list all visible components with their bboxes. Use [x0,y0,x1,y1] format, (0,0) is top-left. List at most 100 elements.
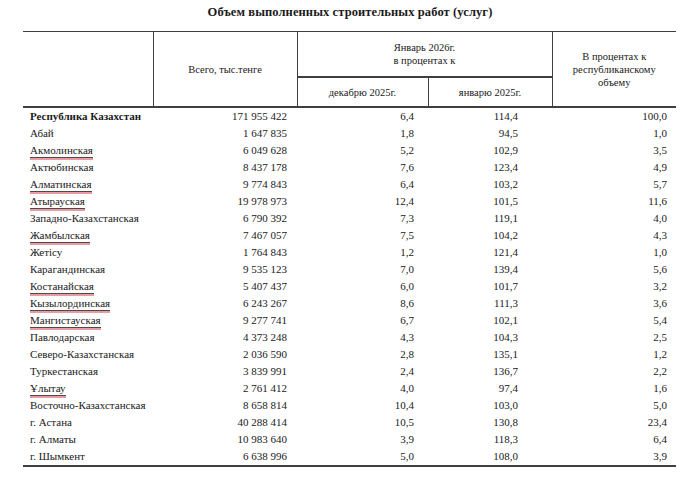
pct-to-january-value: 130,8 [428,414,552,431]
total-value: 9 774 843 [153,176,297,193]
total-value: 6 243 267 [153,295,297,312]
construction-volume-table: Всего, тыс.тенге Январь 2026г. в процент… [23,31,676,467]
region-name: Ұлытау [23,380,153,397]
table-row: Кызылординская 6 243 2678,6111,33,6 [23,295,676,312]
table-row: Мангистауская9 277 7416,7102,15,4 [23,312,676,329]
table-row: Костанайская5 407 4376,0101,73,2 [23,278,676,295]
pct-to-january-value: 121,4 [428,244,552,261]
region-column-header [23,32,153,108]
region-label: г. Шымкент [30,450,85,462]
table-row: Атырауская19 978 97312,4101,511,6 [23,193,676,210]
percent-group-header: Январь 2026г. в процентах к [297,32,552,78]
total-value: 9 277 741 [153,312,297,329]
region-name: Алматинская [23,176,153,193]
region-link[interactable]: Ұлытау [30,382,66,396]
pct-to-january-value: 119,1 [428,210,552,227]
region-link[interactable]: Атырауская [30,195,85,209]
table-row: Карагандинская9 535 1237,0139,45,6 [23,261,676,278]
table-row: Акмолинская6 049 6285,2102,93,5 [23,142,676,159]
region-label: Западно-Казахстанская [30,212,139,224]
region-name: Павлодарская [23,329,153,346]
share-value: 3,5 [552,142,676,159]
share-column-header: В процентах к республиканскому объему [552,32,676,108]
region-name: Абай [23,125,153,142]
share-value: 2,5 [552,329,676,346]
total-value: 19 978 973 [153,193,297,210]
pct-to-december-value: 4,3 [297,329,428,346]
pct-to-january-value: 136,7 [428,363,552,380]
table-row: Ұлытау2 761 4124,097,41,6 [23,380,676,397]
table-body: Республика Казахстан171 955 4226,4114,41… [23,107,676,466]
pct-to-january-value: 118,3 [428,431,552,448]
table-header: Всего, тыс.тенге Январь 2026г. в процент… [23,32,676,108]
region-name: г. Шымкент [23,448,153,466]
pct-to-january-value: 102,1 [428,312,552,329]
pct-to-january-value: 104,2 [428,227,552,244]
region-label: Абай [30,127,54,139]
share-value: 1,0 [552,244,676,261]
region-name: Республика Казахстан [23,107,153,125]
region-name: Жамбылская [23,227,153,244]
table-row: Жамбылская7 467 0577,5104,24,3 [23,227,676,244]
table-row: Жетісу1 764 8431,2121,41,0 [23,244,676,261]
total-value: 40 288 414 [153,414,297,431]
region-label: Республика Казахстан [30,110,141,122]
pct-to-january-value: 123,4 [428,159,552,176]
region-link[interactable]: Костанайская [30,280,94,294]
pct-to-january-value: 108,0 [428,448,552,466]
region-name: Восточно-Казахстанская [23,397,153,414]
region-name: Кызылординская [23,295,153,312]
pct-to-january-value: 111,3 [428,295,552,312]
pct-to-december-value: 5,0 [297,448,428,466]
pct-to-december-value: 1,8 [297,125,428,142]
share-value: 3,2 [552,278,676,295]
share-value: 3,6 [552,295,676,312]
share-value: 5,0 [552,397,676,414]
pct-to-december-value: 2,4 [297,363,428,380]
share-value: 4,9 [552,159,676,176]
pct-to-december-value: 12,4 [297,193,428,210]
pct-to-december-value: 8,6 [297,295,428,312]
region-link[interactable]: Кызылординская [30,297,110,311]
total-value: 1 764 843 [153,244,297,261]
statistics-report-page: Объем выполненных строительных работ (ус… [0,0,700,486]
total-value: 6 049 628 [153,142,297,159]
pct-to-december-value: 10,5 [297,414,428,431]
table-row: Абай1 647 8351,894,51,0 [23,125,676,142]
region-link[interactable]: Алматинская [30,178,92,192]
total-value: 4 373 248 [153,329,297,346]
pct-to-december-value: 7,5 [297,227,428,244]
region-link[interactable]: Мангистауская [30,314,101,328]
table-row: г. Шымкент6 638 9965,0108,03,9 [23,448,676,466]
pct-to-january-value: 102,9 [428,142,552,159]
pct-to-december-value: 6,4 [297,176,428,193]
region-name: Мангистауская [23,312,153,329]
total-column-header: Всего, тыс.тенге [153,32,297,108]
table-row: Западно-Казахстанская6 790 3927,3119,14,… [23,210,676,227]
pct-to-january-value: 114,4 [428,107,552,125]
pct-to-january-value: 135,1 [428,346,552,363]
region-name: Атырауская [23,193,153,210]
region-name: Западно-Казахстанская [23,210,153,227]
pct-to-december-value: 4,0 [297,380,428,397]
share-value: 5,7 [552,176,676,193]
share-value: 5,6 [552,261,676,278]
region-link[interactable]: Жамбылская [30,229,90,243]
share-value: 6,4 [552,431,676,448]
percent-group-header-line1: Январь 2026г. [302,41,548,54]
region-label: г. Алматы [30,433,76,445]
share-value: 3,9 [552,448,676,466]
table-row: Актюбинская8 437 1787,6123,44,9 [23,159,676,176]
region-link[interactable]: Акмолинская [30,144,93,158]
pct-to-december-value: 6,7 [297,312,428,329]
region-name: Жетісу [23,244,153,261]
region-label: Восточно-Казахстанская [30,399,146,411]
total-value: 171 955 422 [153,107,297,125]
pct-to-december-value: 6,0 [297,278,428,295]
table-row: Республика Казахстан171 955 4226,4114,41… [23,107,676,125]
pct-to-january-value: 101,7 [428,278,552,295]
region-name: Северо-Казахстанская [23,346,153,363]
share-value: 2,2 [552,363,676,380]
to-january-column-header: январю 2025г. [428,77,552,107]
region-name: Актюбинская [23,159,153,176]
